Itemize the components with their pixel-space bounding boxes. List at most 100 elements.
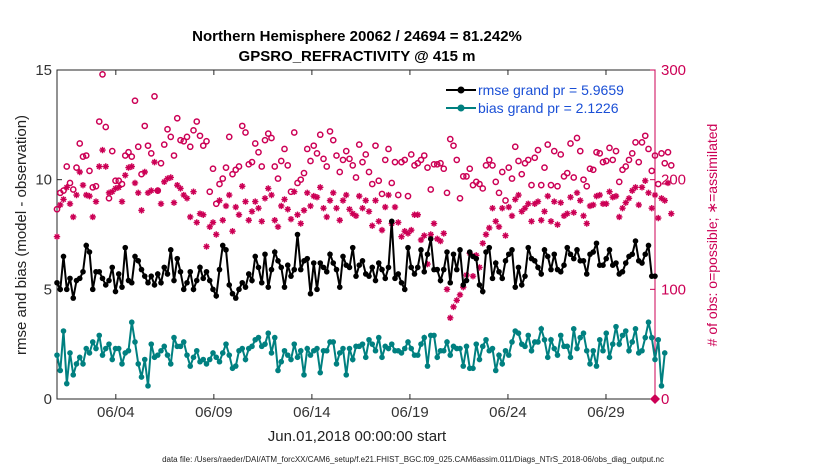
- rmse-point: [148, 273, 155, 279]
- obs-possible-point: [609, 156, 617, 164]
- x-tick-label: 06/29: [587, 404, 625, 421]
- obs-possible-point: [378, 190, 386, 198]
- obs-assimilated-point: [287, 215, 295, 223]
- bias-point: [102, 345, 109, 352]
- rmse-point: [473, 255, 480, 262]
- obs-possible-point: [271, 163, 279, 170]
- rmse-point: [496, 268, 502, 275]
- bias-point: [460, 363, 467, 369]
- obs-possible-point: [515, 157, 522, 165]
- bias-point: [359, 341, 366, 347]
- bias-point: [587, 361, 593, 367]
- obs-assimilated-point: [187, 213, 194, 221]
- rmse-point: [297, 266, 304, 273]
- bias-point: [206, 356, 213, 363]
- rmse-point: [106, 277, 112, 284]
- y-tick-label: 5: [44, 281, 52, 298]
- obs-assimilated-point: [534, 198, 542, 205]
- obs-possible-point: [463, 173, 470, 180]
- obs-possible-point: [95, 118, 103, 125]
- obs-assimilated-point: [440, 230, 447, 237]
- obs-possible-point: [427, 186, 435, 193]
- obs-assimilated-point: [92, 198, 100, 205]
- obs-assimilated-point: [651, 191, 659, 199]
- bias-point: [574, 345, 580, 352]
- bias-point: [80, 361, 86, 367]
- legend-bias-label: bias grand pr = 2.1226: [478, 100, 619, 116]
- rmse-point: [392, 275, 398, 282]
- bias-point: [275, 367, 281, 374]
- obs-possible-point: [141, 122, 149, 130]
- obs-assimilated-point: [437, 237, 444, 245]
- rmse-point: [229, 290, 236, 297]
- obs-possible-point: [417, 156, 425, 164]
- bias-point: [184, 352, 190, 358]
- obs-assimilated-point: [83, 191, 90, 199]
- bias-point: [86, 350, 93, 356]
- obs-possible-point: [424, 164, 431, 171]
- bias-point: [96, 332, 103, 339]
- bias-point: [193, 347, 200, 354]
- obs-assimilated-point: [330, 189, 337, 197]
- obs-possible-point: [199, 142, 207, 150]
- bias-point: [372, 347, 379, 354]
- bias-point: [366, 336, 372, 343]
- rmse-point: [476, 282, 483, 288]
- bias-point: [642, 334, 649, 341]
- obs-possible-point: [248, 158, 256, 166]
- rmse-point: [80, 268, 86, 275]
- x-tick-label: 06/14: [293, 404, 331, 421]
- obs-assimilated-point: [226, 191, 233, 199]
- obs-assimilated-point: [486, 224, 493, 232]
- obs-possible-point: [186, 143, 194, 151]
- bias-point: [609, 341, 616, 347]
- obs-assimilated-point: [414, 211, 421, 218]
- obs-possible-point: [664, 148, 672, 156]
- obs-possible-point: [212, 200, 220, 208]
- rmse-point: [132, 253, 138, 260]
- legend: rmse grand pr = 5.9659 bias grand pr = 2…: [440, 78, 654, 120]
- rmse-point: [570, 255, 577, 262]
- obs-assimilated-point: [359, 204, 366, 212]
- bias-point: [600, 347, 606, 354]
- rmse-point: [242, 284, 249, 290]
- obs-possible-point: [368, 180, 376, 188]
- rmse-point: [314, 286, 320, 293]
- obs-assimilated-point: [333, 204, 340, 212]
- bias-point: [268, 350, 275, 356]
- obs-possible-point: [303, 145, 311, 153]
- obs-assimilated-point: [551, 198, 558, 205]
- obs-assimilated-point: [635, 201, 642, 209]
- obs-possible-point: [89, 183, 97, 191]
- obs-possible-point: [511, 143, 519, 151]
- bias-point: [304, 345, 311, 352]
- obs-possible-point: [203, 137, 210, 145]
- rmse-point: [180, 286, 187, 293]
- obs-assimilated-point: [99, 146, 106, 154]
- bias-point: [223, 341, 229, 347]
- obs-possible-point: [310, 142, 318, 150]
- obs-assimilated-point: [450, 303, 457, 311]
- rmse-point: [239, 279, 246, 286]
- obs-possible-point: [531, 154, 539, 162]
- obs-possible-point: [346, 155, 353, 163]
- bias-point: [190, 354, 197, 361]
- rmse-point: [187, 268, 194, 275]
- bias-point: [239, 345, 246, 352]
- obs-possible-point: [573, 134, 581, 142]
- rmse-point: [102, 282, 109, 288]
- obs-possible-point: [606, 144, 613, 152]
- obs-assimilated-point: [401, 228, 408, 235]
- rmse-point: [548, 266, 554, 273]
- bias-point: [213, 354, 220, 361]
- y2-tick-label: 100: [661, 281, 686, 298]
- obs-possible-point: [118, 180, 126, 188]
- obs-assimilated-point: [86, 192, 93, 200]
- bias-point: [330, 339, 337, 345]
- obs-assimilated-point: [619, 204, 626, 212]
- bias-point: [132, 339, 138, 345]
- legend-rmse-marker: [457, 86, 465, 94]
- bias-point: [265, 330, 272, 337]
- bias-point: [99, 352, 106, 358]
- obs-possible-point: [53, 205, 61, 213]
